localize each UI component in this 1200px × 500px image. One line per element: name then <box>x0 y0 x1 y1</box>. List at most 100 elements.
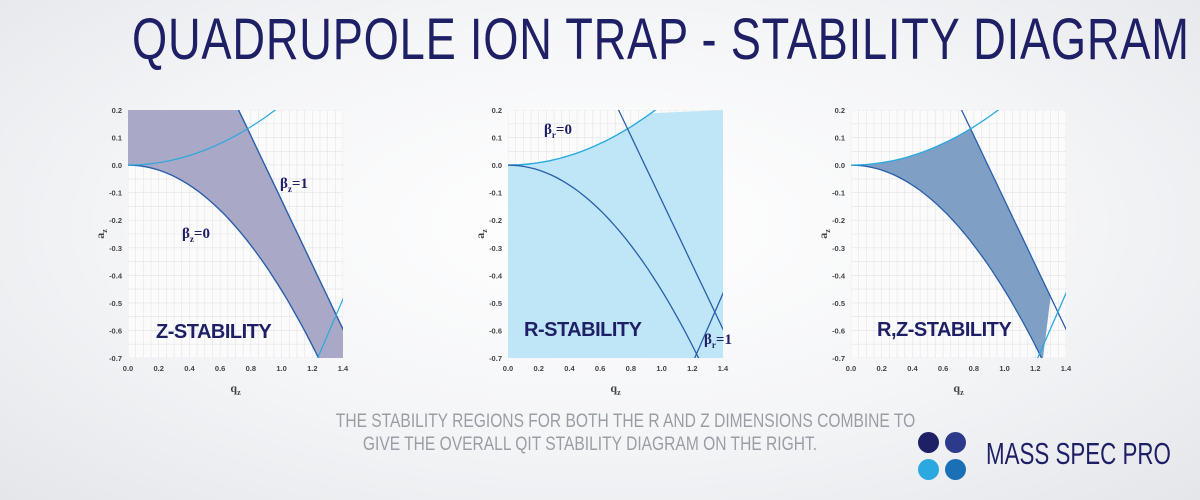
plot-area <box>128 110 343 358</box>
y-tick-label: 0.1 <box>835 134 845 143</box>
beta-z-1-curve <box>960 110 1066 331</box>
logo-dot-icon <box>945 432 966 453</box>
x-axis-title: qz <box>953 381 964 397</box>
y-tick-label: -0.2 <box>109 216 122 225</box>
x-tick-label: 1.4 <box>338 364 349 373</box>
x-tick-label: 0.0 <box>503 364 513 373</box>
beta-z-0-curve <box>851 164 1043 358</box>
y-axis-title: az <box>816 229 832 239</box>
y-tick-label: -0.4 <box>109 271 123 280</box>
y-tick-label: -0.3 <box>489 244 502 253</box>
x-tick-label: 0.4 <box>184 364 195 373</box>
caption-line-1: THE STABILITY REGIONS FOR BOTH THE R AND… <box>335 411 916 432</box>
y-tick-label: -0.3 <box>109 244 122 253</box>
page-title: QUADRUPOLE ION TRAP - STABILITY DIAGRAM <box>132 7 1190 72</box>
logo-dot-icon <box>945 459 966 480</box>
y-tick-label: -0.2 <box>489 216 502 225</box>
beta-z-0-label: βz=0 <box>182 226 210 244</box>
x-tick-label: 0.2 <box>533 364 543 373</box>
y-tick-label: -0.7 <box>832 354 845 363</box>
y-tick-label: -0.6 <box>832 326 845 335</box>
rz-stable-region <box>851 128 1051 358</box>
x-tick-label: 0.4 <box>907 364 918 373</box>
beta-r-1-label: βr=1 <box>704 332 732 350</box>
beta-r-0-label: βr=0 <box>544 122 572 140</box>
x-tick-label: 0.0 <box>846 364 856 373</box>
y-tick-label: -0.2 <box>832 216 845 225</box>
beta-z-1-curve <box>237 110 343 331</box>
beta-r-1-curve <box>1036 291 1066 358</box>
x-tick-label: 1.0 <box>656 364 666 373</box>
x-tick-label: 1.0 <box>999 364 1009 373</box>
x-tick-label: 0.2 <box>876 364 886 373</box>
beta-z-1-curve <box>617 110 723 331</box>
y-tick-label: 0.0 <box>112 161 122 170</box>
y-tick-label: 0.2 <box>112 106 122 115</box>
rz-stability-chart: 0.0 0.2 0.4 0.6 0.8 1.0 1.2 1.4 0.2 0.1 0.0 -0.1 -0.… <box>813 100 1093 405</box>
caption: THE STABILITY REGIONS FOR BOTH THE R AND… <box>335 410 916 456</box>
z-stability-chart: 0.0 0.2 0.4 0.6 0.8 1.0 1.2 1.4 0.2 0.1 0.0 -0.1 -0.… <box>90 100 370 405</box>
x-tick-label: 0.6 <box>595 364 605 373</box>
y-tick-label: -0.6 <box>109 326 122 335</box>
y-tick-label: -0.6 <box>489 326 502 335</box>
brand-name: MASS SPEC PRO <box>986 436 1171 471</box>
y-tick-label: -0.7 <box>489 354 502 363</box>
beta-r-0-curve <box>128 110 277 166</box>
logo-dot-icon <box>918 459 939 480</box>
plot-area <box>508 110 723 358</box>
y-tick-label: 0.1 <box>112 134 122 143</box>
x-tick-label: 0.8 <box>626 364 636 373</box>
r-stable-region <box>508 110 723 358</box>
y-tick-label: -0.1 <box>109 189 122 198</box>
y-tick-label: 0.0 <box>492 161 502 170</box>
y-tick-label: -0.1 <box>489 189 502 198</box>
beta-r-1-curve <box>317 297 343 358</box>
y-tick-label: 0.1 <box>492 134 502 143</box>
y-tick-label: 0.0 <box>835 161 845 170</box>
y-tick-label: -0.5 <box>489 299 502 308</box>
beta-z-0-curve <box>128 164 320 358</box>
y-tick-label: -0.5 <box>109 299 122 308</box>
z-stable-region <box>128 110 343 358</box>
y-axis-title: az <box>93 229 109 239</box>
y-tick-label: -0.5 <box>832 299 845 308</box>
region-label: Z-STABILITY <box>156 321 272 343</box>
x-tick-label: 0.0 <box>123 364 133 373</box>
x-tick-label: 1.2 <box>687 364 697 373</box>
y-tick-label: -0.4 <box>489 271 503 280</box>
y-tick-label: 0.2 <box>492 106 502 115</box>
y-tick-label: -0.1 <box>832 189 845 198</box>
r-stability-chart: 0.0 0.2 0.4 0.6 0.8 1.0 1.2 1.4 0.2 0.1 0.0 -0.1 -0.… <box>470 100 750 405</box>
x-tick-label: 0.2 <box>153 364 163 373</box>
beta-r-1-curve <box>693 291 723 358</box>
y-tick-label: -0.4 <box>832 271 846 280</box>
x-tick-label: 0.8 <box>969 364 979 373</box>
x-tick-label: 0.6 <box>215 364 225 373</box>
x-tick-label: 1.0 <box>276 364 286 373</box>
region-label: R-STABILITY <box>524 319 643 341</box>
r-stability-plot: 0.0 0.2 0.4 0.6 0.8 1.0 1.2 1.4 0.2 0.1 0.0 -0.1 -0.… <box>473 106 732 397</box>
y-axis-title: az <box>473 229 489 239</box>
x-axis-title: qz <box>230 381 241 397</box>
logo-dot-icon <box>918 432 939 453</box>
beta-r-0-curve <box>508 110 657 166</box>
x-tick-label: 1.4 <box>718 364 729 373</box>
rz-stability-plot: 0.0 0.2 0.4 0.6 0.8 1.0 1.2 1.4 0.2 0.1 0.0 -0.1 -0.… <box>816 106 1072 397</box>
x-tick-label: 0.8 <box>246 364 256 373</box>
y-tick-label: 0.2 <box>835 106 845 115</box>
plot-area <box>851 110 1066 358</box>
x-tick-label: 1.2 <box>1030 364 1040 373</box>
x-tick-label: 0.6 <box>938 364 948 373</box>
beta-r-0-curve <box>851 110 1000 166</box>
beta-z-0-curve <box>508 164 700 358</box>
x-tick-label: 1.2 <box>307 364 317 373</box>
x-axis-title: qz <box>610 381 621 397</box>
caption-line-2: GIVE THE OVERALL QIT STABILITY DIAGRAM O… <box>362 434 818 455</box>
y-tick-label: -0.7 <box>109 354 122 363</box>
x-tick-label: 1.4 <box>1061 364 1072 373</box>
y-tick-label: -0.3 <box>832 244 845 253</box>
z-stability-plot: 0.0 0.2 0.4 0.6 0.8 1.0 1.2 1.4 0.2 0.1 0.0 -0.1 -0.… <box>93 106 349 397</box>
x-tick-label: 0.4 <box>564 364 575 373</box>
region-label: R,Z-STABILITY <box>877 319 1012 341</box>
beta-z-1-label: βz=1 <box>280 176 308 194</box>
